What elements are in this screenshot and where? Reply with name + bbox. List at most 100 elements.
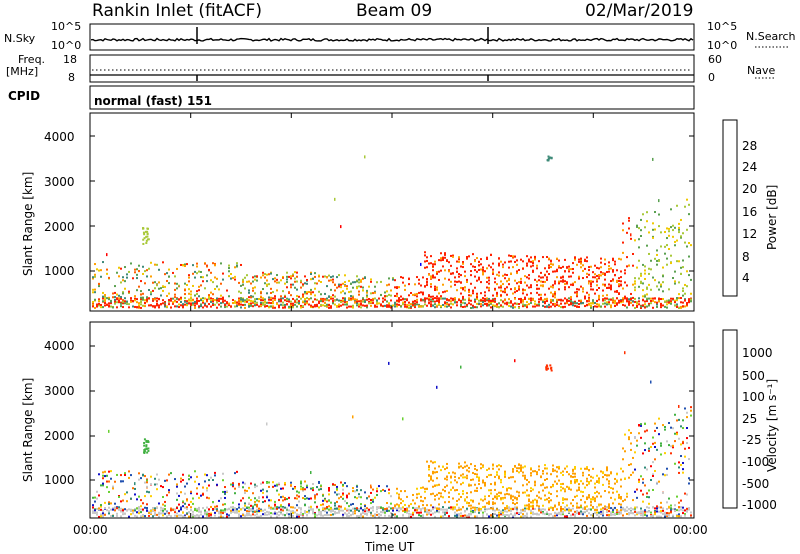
heatmap-cell bbox=[452, 486, 454, 489]
heatmap-cell bbox=[600, 274, 602, 277]
heatmap-cell bbox=[228, 507, 230, 510]
heatmap-cell bbox=[404, 300, 406, 303]
heatmap-cell bbox=[214, 303, 216, 306]
heatmap-cell bbox=[166, 515, 168, 518]
heatmap-cell bbox=[190, 290, 192, 293]
heatmap-cell bbox=[280, 298, 282, 301]
heatmap-cell bbox=[208, 512, 210, 515]
heatmap-cell bbox=[356, 304, 358, 307]
heatmap-cell bbox=[550, 369, 553, 372]
heatmap-cell bbox=[232, 302, 234, 305]
heatmap-cell bbox=[470, 484, 472, 487]
heatmap-cell bbox=[130, 509, 132, 512]
heatmap-cell bbox=[560, 483, 562, 486]
heatmap-cell bbox=[286, 286, 288, 289]
heatmap-cell bbox=[182, 515, 184, 518]
heatmap-cell bbox=[606, 474, 608, 477]
heatmap-cell bbox=[398, 510, 400, 513]
heatmap-cell bbox=[678, 222, 680, 225]
heatmap-cell bbox=[92, 288, 94, 291]
heatmap-cell bbox=[118, 301, 120, 304]
heatmap-cell bbox=[448, 278, 450, 281]
heatmap-cell bbox=[252, 492, 254, 495]
heatmap-cell bbox=[304, 282, 306, 285]
heatmap-cell bbox=[420, 262, 422, 266]
heatmap-cell bbox=[312, 510, 314, 513]
heatmap-cell bbox=[636, 444, 638, 447]
heatmap-cell bbox=[196, 265, 198, 268]
heatmap-cell bbox=[616, 508, 618, 511]
vel-cbar-tick-100: 100 bbox=[742, 390, 765, 404]
heatmap-cell bbox=[444, 277, 446, 280]
heatmap-cell bbox=[572, 476, 574, 479]
heatmap-cell bbox=[326, 276, 328, 279]
heatmap-cell bbox=[296, 513, 298, 516]
heatmap-cell bbox=[520, 298, 522, 301]
heatmap-cell bbox=[294, 299, 296, 302]
heatmap-cell bbox=[156, 473, 158, 476]
heatmap-cell bbox=[622, 251, 624, 254]
heatmap-cell bbox=[682, 471, 684, 474]
heatmap-cell bbox=[280, 487, 282, 490]
heatmap-cell bbox=[160, 485, 162, 488]
heatmap-cell bbox=[654, 441, 656, 444]
heatmap-cell bbox=[292, 283, 294, 286]
heatmap-cell bbox=[598, 492, 600, 495]
heatmap-cell bbox=[196, 509, 198, 512]
heatmap-cell bbox=[460, 474, 462, 477]
heatmap-cell bbox=[248, 305, 250, 308]
heatmap-cell bbox=[660, 442, 662, 445]
heatmap-cell bbox=[278, 506, 280, 509]
heatmap-cell bbox=[280, 295, 282, 298]
heatmap-cell bbox=[482, 464, 484, 467]
heatmap-cell bbox=[122, 509, 124, 512]
heatmap-cell bbox=[482, 271, 484, 274]
heatmap-cell bbox=[640, 507, 642, 510]
heatmap-cell bbox=[650, 515, 652, 518]
heatmap-cell bbox=[328, 295, 330, 298]
heatmap-cell bbox=[616, 302, 618, 305]
heatmap-cell bbox=[168, 514, 170, 517]
heatmap-cell bbox=[104, 513, 106, 516]
heatmap-cell bbox=[190, 299, 192, 302]
heatmap-cell bbox=[130, 513, 132, 516]
heatmap-cell bbox=[674, 508, 676, 511]
heatmap-cell bbox=[284, 483, 286, 486]
heatmap-cell bbox=[316, 514, 318, 517]
heatmap-cell bbox=[562, 511, 564, 514]
heatmap-cell bbox=[140, 515, 142, 518]
heatmap-cell bbox=[396, 286, 398, 289]
heatmap-cell bbox=[624, 498, 626, 501]
heatmap-cell bbox=[396, 492, 398, 495]
heatmap-cell bbox=[528, 498, 530, 501]
heatmap-cell bbox=[328, 493, 330, 496]
heatmap-cell bbox=[588, 281, 590, 285]
heatmap-cell bbox=[646, 468, 648, 471]
heatmap-cell bbox=[670, 504, 672, 507]
heatmap-cell bbox=[278, 304, 280, 307]
heatmap-cell bbox=[568, 487, 570, 490]
heatmap-cell bbox=[326, 303, 328, 306]
heatmap-cell bbox=[294, 280, 296, 283]
heatmap-cell bbox=[156, 483, 158, 486]
heatmap-cell bbox=[586, 509, 588, 512]
heatmap-cell bbox=[190, 296, 192, 299]
heatmap-cell bbox=[570, 502, 572, 505]
heatmap-cell bbox=[396, 509, 398, 512]
heatmap-cell bbox=[516, 467, 518, 470]
heatmap-cell bbox=[92, 511, 94, 514]
heatmap-cell bbox=[466, 477, 468, 480]
heatmap-cell bbox=[682, 305, 684, 308]
heatmap-cell bbox=[610, 514, 612, 517]
heatmap-cell bbox=[596, 274, 598, 277]
heatmap-cell bbox=[132, 305, 134, 308]
heatmap-cell bbox=[460, 301, 462, 304]
heatmap-cell bbox=[530, 260, 532, 263]
heatmap-cell bbox=[668, 299, 670, 302]
heatmap-cell bbox=[664, 425, 666, 428]
heatmap-cell bbox=[342, 303, 344, 306]
heatmap-cell bbox=[342, 290, 344, 293]
heatmap-cell bbox=[426, 284, 428, 287]
heatmap-cell bbox=[408, 304, 410, 307]
heatmap-cell bbox=[140, 499, 142, 502]
